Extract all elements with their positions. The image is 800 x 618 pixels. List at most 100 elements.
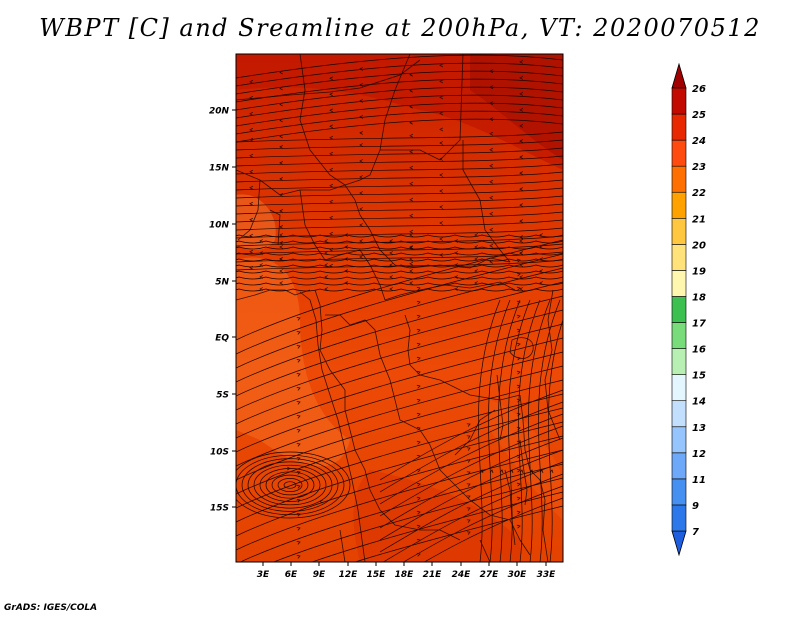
lon-tick-label: 27E [480,570,500,580]
streamline-arrow [439,127,443,132]
colorbar-label: 11 [692,475,706,486]
streamline [236,253,563,355]
colorbar-label: 16 [692,345,706,356]
streamline [247,461,333,509]
border-line [439,469,511,521]
country-boundaries [236,54,561,562]
streamline-arrow [249,111,253,116]
lon-tick-label: 15E [367,570,387,580]
streamline [236,155,563,167]
streamline [236,131,563,143]
streamline-arrow [519,171,523,175]
streamline [236,323,563,425]
streamline-arrow [474,257,478,261]
streamline-arrow [519,108,523,112]
streamline [236,203,563,215]
streamline-arrow [279,177,283,181]
streamline [236,407,563,509]
streamline [236,110,563,135]
streamline [236,227,563,239]
streamline-arrow [319,499,323,504]
streamline-arrow [489,211,493,216]
streamline-arrow [409,213,413,218]
streamline-arrow [329,76,333,81]
lat-tick-label: 5N [215,278,229,288]
streamline-arrow [287,466,291,471]
colorbar-label: 9 [692,501,699,512]
streamline-arrow [489,243,493,248]
streamline-arrow [259,251,263,255]
streamline-arrow [329,108,333,113]
streamline-arrow [279,281,283,285]
streamline-arrow [519,124,523,128]
colorbar-label: 14 [692,397,706,408]
streamline-arrow [409,269,413,273]
streamline-arrow [329,135,333,140]
colorbar-swatch [671,296,687,323]
streamline-arrow [359,207,363,211]
colorbar-swatch [671,400,687,428]
colorbar-swatch [671,244,687,271]
streamline-arrow [296,457,301,461]
streamline-arrow [516,356,521,361]
streamline [236,309,563,411]
streamline [236,139,563,151]
streamline [265,471,315,499]
lat-tick-label: 10N [209,221,230,231]
streamline [508,299,531,562]
streamline-arrow [329,199,333,204]
streamline-arrow [279,102,283,107]
streamline-arrow [409,261,413,266]
streamline [236,70,563,95]
streamline-arrow [279,193,283,197]
streamline-arrow [279,134,283,139]
streamline-arrow [516,342,521,347]
border-line [529,469,549,562]
border-line [236,169,361,216]
streamline [271,474,309,496]
lon-tick-label: 6E [285,570,298,580]
streamline-arrow [324,263,328,267]
streamline-arrow [474,245,478,249]
streamline-arrow [359,223,363,227]
streamline-arrow [439,189,443,193]
streamline-arrow [409,133,413,138]
colorbar-swatch [671,504,687,532]
grads-credit: GrADS: IGES/COLA [4,603,98,613]
streamline-arrow [329,167,333,172]
colorbar-swatch [671,217,687,245]
streamline-arrow [519,139,523,143]
colorbar-swatch [671,87,687,115]
streamline [272,477,563,562]
colorbar-label: 15 [692,371,706,382]
streamline-arrow [296,471,301,475]
streamline-arrow [516,258,521,263]
streamline [236,94,563,119]
lon-tick-label: 21E [423,570,443,580]
streamline-arrow [344,281,348,285]
streamline-arrow [454,287,458,291]
streamline-arrow [324,287,328,291]
colorbar-arrow-top [671,62,687,89]
streamline [382,473,563,562]
streamline [236,379,563,481]
colorbar-swatch [671,478,687,506]
streamline [236,62,563,87]
streamline-arrow [329,215,333,220]
streamline [236,258,563,262]
border-line [269,209,281,246]
streamline [236,288,563,292]
streamline-arrow [296,415,301,419]
streamline [236,219,563,231]
streamline [253,464,327,506]
lat-tick-label: 5S [216,391,229,401]
colorbar-label: 25 [692,110,706,121]
streamline-arrow [297,570,300,573]
streamline-arrow [359,175,363,179]
colorbar-arrow-bottom [671,530,687,557]
lon-tick-label: 33E [537,570,557,580]
lat-tick-label: 15S [210,504,229,514]
streamline-arrow [439,111,443,116]
streamline-arrow [359,239,363,243]
border-line [359,249,386,301]
